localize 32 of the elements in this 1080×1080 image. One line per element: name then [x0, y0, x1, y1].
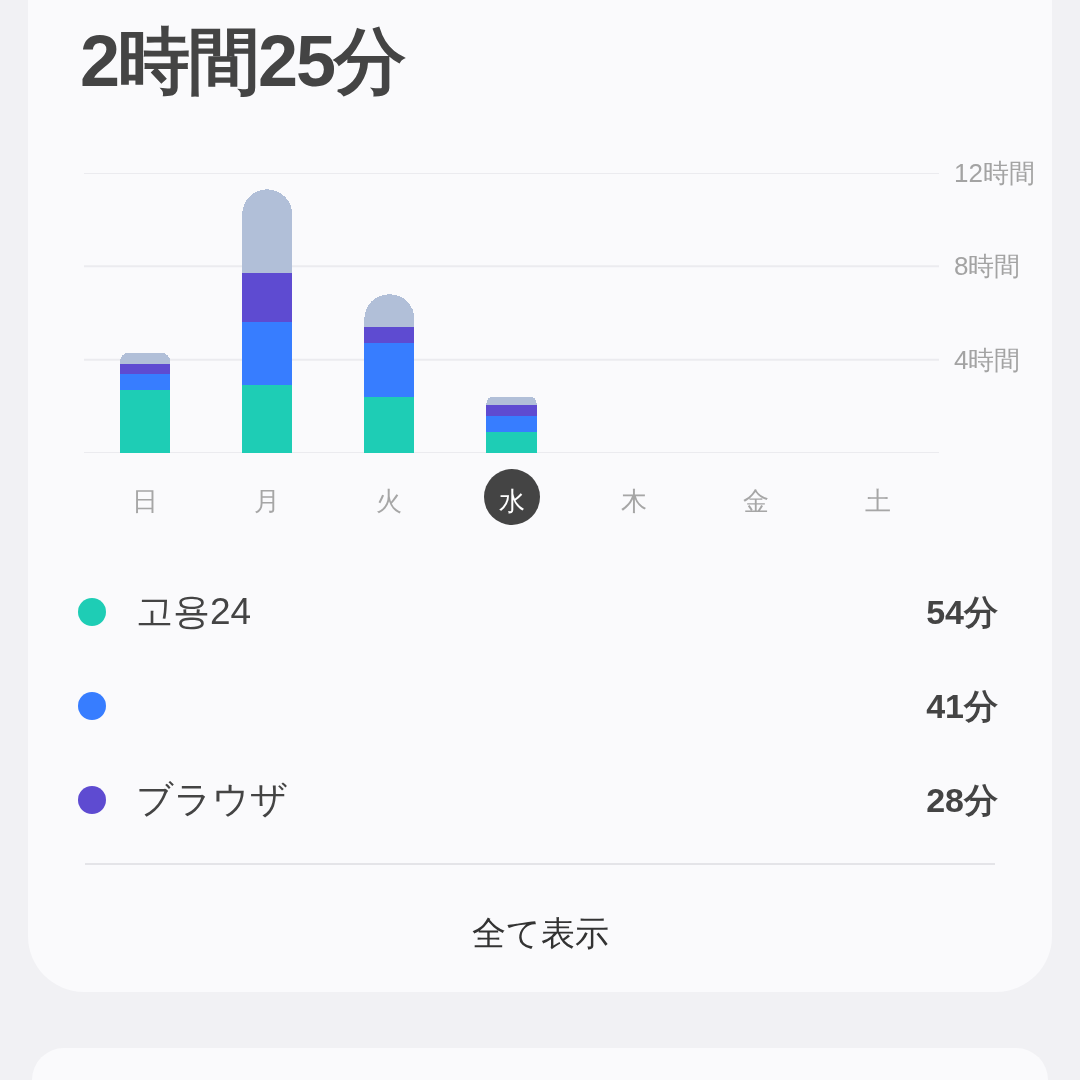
bar	[364, 327, 415, 344]
x-tick-label: 火	[376, 486, 403, 516]
bar	[364, 397, 415, 453]
text: 41分	[926, 686, 998, 727]
bar	[364, 343, 415, 397]
bar	[120, 390, 171, 453]
text: 28分	[926, 780, 998, 821]
bar	[486, 405, 537, 417]
bar	[242, 322, 293, 386]
bar	[486, 416, 537, 432]
chart-title: 2時間25分	[80, 20, 405, 103]
y-tick-label: 8時間	[954, 251, 1021, 282]
text: 54分	[926, 592, 998, 633]
x-tick-label: 金	[742, 486, 769, 516]
text: 全て表示	[471, 913, 609, 954]
x-tick-label: 水	[498, 486, 525, 516]
x-tick-label: 土	[864, 486, 891, 516]
y-tick-label: 12時間	[954, 158, 1035, 189]
x-tick-label: 月	[254, 486, 281, 516]
legend-label: 고용24	[136, 590, 252, 634]
bar	[120, 373, 171, 390]
bar	[242, 273, 293, 323]
y-tick-label: 4時間	[954, 344, 1021, 375]
x-tick-label: 日	[132, 486, 159, 516]
x-tick-label: 木	[620, 486, 647, 516]
bar	[242, 385, 293, 453]
bar	[120, 364, 171, 374]
bar	[486, 396, 537, 406]
legend-label: ブラウザ	[136, 778, 288, 822]
bar	[120, 352, 171, 365]
bar	[242, 189, 293, 274]
bar	[486, 432, 537, 453]
